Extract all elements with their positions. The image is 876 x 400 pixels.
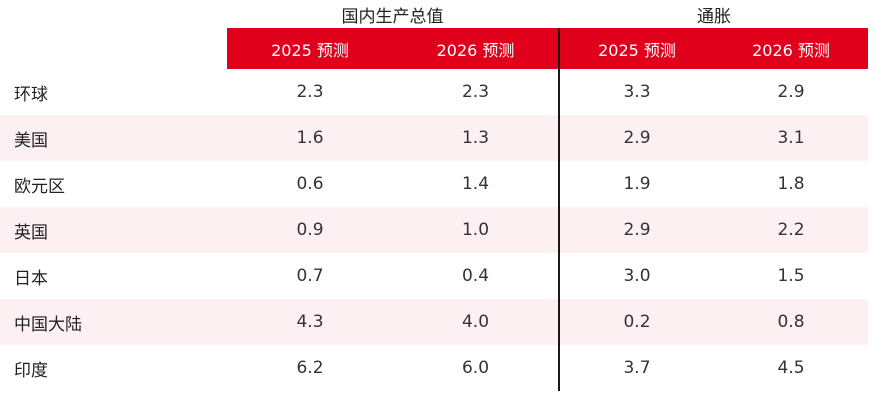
cell-inflation-2026: 2.2 <box>714 207 868 253</box>
row-label: 环球 <box>14 84 48 105</box>
row-label: 中国大陆 <box>0 299 227 345</box>
cell-inflation-2026: 4.5 <box>777 358 805 378</box>
table-row: 欧元区 0.6 1.4 1.9 1.8 <box>0 161 868 207</box>
row-label: 日本 <box>14 268 48 289</box>
cell-gdp-2025: 1.6 <box>227 115 393 161</box>
cell-inflation-2025: 3.7 <box>623 358 651 378</box>
row-label-header <box>0 28 227 69</box>
cell-gdp-2025: 0.9 <box>227 207 393 253</box>
table-row: 美国 1.6 1.3 2.9 3.1 <box>0 115 868 161</box>
cell-inflation-2025: 2.9 <box>559 207 714 253</box>
cell-inflation-2025: 3.3 <box>623 82 651 102</box>
cell-gdp-2025: 2.3 <box>296 82 324 102</box>
row-label: 英国 <box>0 207 227 253</box>
row-label: 印度 <box>14 360 48 381</box>
cell-inflation-2025: 1.9 <box>623 174 651 194</box>
column-group-gdp: 国内生产总值 <box>227 0 560 28</box>
cell-gdp-2026: 6.0 <box>393 345 560 391</box>
row-label: 欧元区 <box>14 176 65 197</box>
cell-inflation-2026: 0.8 <box>714 299 868 345</box>
cell-gdp-2025: 0.7 <box>296 266 324 286</box>
cell-inflation-2026: 1.5 <box>777 266 805 286</box>
cell-inflation-2026: 1.8 <box>777 174 805 194</box>
table-body: 环球 2.3 2.3 3.3 2.9 美国 1.6 1.3 2.9 3.1 欧元区 0.6 1.4 1.9… <box>0 69 868 391</box>
table-row: 印度 6.2 6.0 3.7 4.5 <box>0 345 868 391</box>
cell-gdp-2025: 4.3 <box>227 299 393 345</box>
cell-gdp-2026: 4.0 <box>393 299 560 345</box>
table-header: 国内生产总值 通胀 2025 预测 2026 预测 2025 预测 2026 预… <box>0 0 868 69</box>
column-header-row: 2025 预测 2026 预测 2025 预测 2026 预测 <box>0 28 868 69</box>
row-label: 美国 <box>0 115 227 161</box>
cell-gdp-2026: 1.3 <box>393 115 560 161</box>
cell-inflation-2026: 3.1 <box>714 115 868 161</box>
cell-inflation-2025: 0.2 <box>559 299 714 345</box>
corner-cell <box>0 0 227 28</box>
column-header-gdp-2026: 2026 预测 <box>393 28 560 69</box>
table-row: 中国大陆 4.3 4.0 0.2 0.8 <box>0 299 868 345</box>
forecast-table: 国内生产总值 通胀 2025 预测 2026 预测 2025 预测 2026 预… <box>0 0 868 391</box>
table-row: 环球 2.3 2.3 3.3 2.9 <box>0 69 868 115</box>
column-header-inflation-2026: 2026 预测 <box>714 28 868 69</box>
column-group-row: 国内生产总值 通胀 <box>0 0 868 28</box>
cell-gdp-2026: 1.0 <box>393 207 560 253</box>
cell-gdp-2026: 2.3 <box>393 69 560 115</box>
cell-gdp-2026: 1.4 <box>393 161 560 207</box>
table-row: 英国 0.9 1.0 2.9 2.2 <box>0 207 868 253</box>
cell-inflation-2026: 2.9 <box>777 82 805 102</box>
cell-gdp-2025: 6.2 <box>296 358 324 378</box>
cell-inflation-2025: 3.0 <box>623 266 651 286</box>
column-header-inflation-2025: 2025 预测 <box>559 28 714 69</box>
column-group-inflation: 通胀 <box>697 6 731 27</box>
cell-inflation-2025: 2.9 <box>559 115 714 161</box>
cell-gdp-2026: 0.4 <box>393 253 560 299</box>
table-row: 日本 0.7 0.4 3.0 1.5 <box>0 253 868 299</box>
cell-gdp-2025: 0.6 <box>296 174 324 194</box>
column-header-gdp-2025: 2025 预测 <box>227 28 393 69</box>
